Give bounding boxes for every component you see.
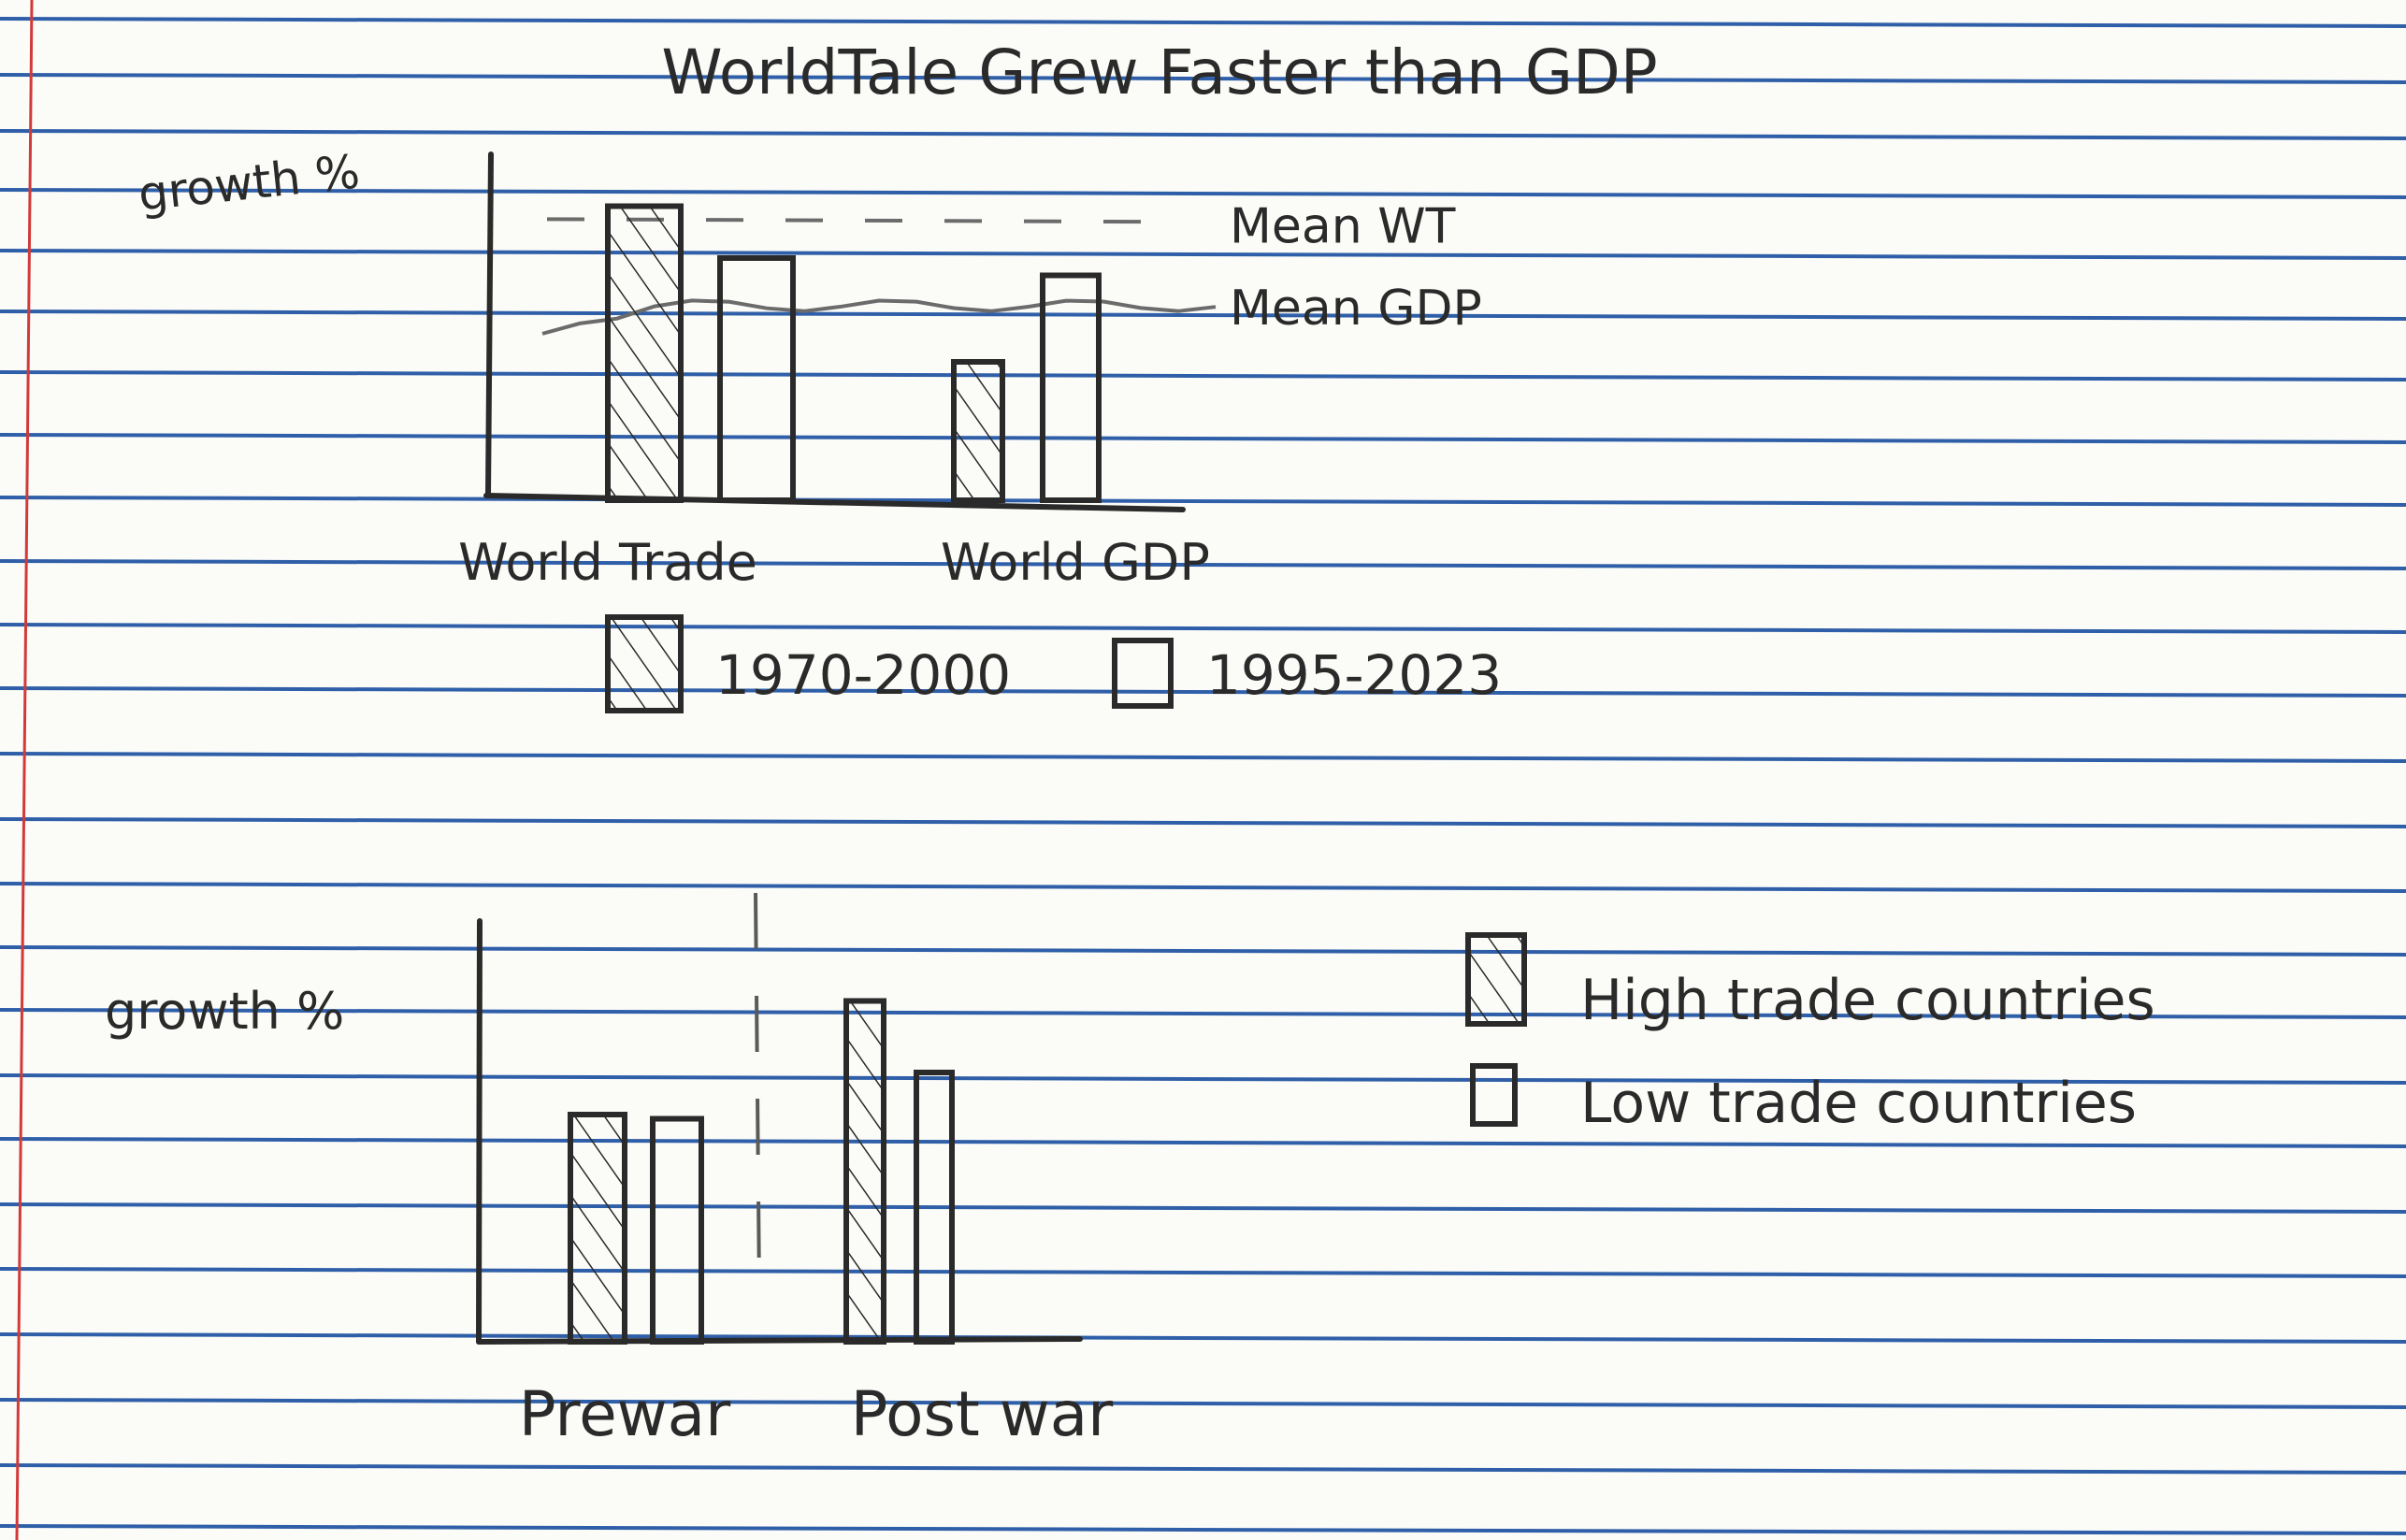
- ruled-line: [0, 1267, 2406, 1278]
- ruled-line: [0, 1008, 2406, 1019]
- bar-world-gdp-1995-2023: [1040, 272, 1102, 503]
- ruled-line: [0, 686, 2406, 698]
- ruled-line: [0, 129, 2406, 140]
- period-divider: [754, 892, 761, 1291]
- y-axis-label: growth %: [136, 144, 362, 221]
- legend-label-1995-2023: 1995-2023: [1206, 643, 1502, 707]
- category-label-world-trade: World Trade: [458, 533, 757, 592]
- category-label-post-war: Post war: [851, 1378, 1114, 1450]
- bar-prewar-high-trade-countries: [568, 1112, 627, 1345]
- ruled-line: [0, 496, 2406, 507]
- x-axis: [483, 493, 1186, 512]
- reference-label-mean-gdp: Mean GDP: [1230, 281, 1482, 337]
- bar-post-war-low-trade-countries: [914, 1070, 955, 1345]
- legend-swatch-1970-2000: [605, 614, 684, 713]
- ruled-line: [0, 1398, 2406, 1409]
- ruled-line: [0, 1463, 2406, 1475]
- ruled-line: [0, 370, 2406, 381]
- legend-label-high-trade: High trade countries: [1580, 968, 2155, 1033]
- ruled-line: [0, 623, 2406, 634]
- ruled-line: [0, 188, 2406, 199]
- ruled-line: [0, 1137, 2406, 1148]
- category-label-world-gdp: World GDP: [941, 533, 1210, 592]
- legend-swatch-1995-2023: [1112, 638, 1174, 709]
- chart-world-trade-vs-gdp: WorldTale Grew Faster than GDP growth % …: [136, 36, 1658, 713]
- ruled-lines: [0, 17, 2406, 1535]
- ruled-line: [0, 1073, 2406, 1085]
- ruled-line: [0, 752, 2406, 763]
- ruled-line: [0, 817, 2406, 828]
- bar-post-war-high-trade-countries: [843, 998, 886, 1345]
- ruled-line: [0, 309, 2406, 321]
- legend-label-1970-2000: 1970-2000: [715, 643, 1011, 707]
- bar-world-trade-1970-2000: [605, 203, 684, 503]
- ruled-line: [0, 433, 2406, 444]
- bar-prewar-low-trade-countries: [650, 1115, 704, 1345]
- ruled-line: [0, 249, 2406, 260]
- chart-prewar-vs-postwar: growth % Prewar Post war High trade count…: [105, 892, 2155, 1450]
- legend: 1970-2000 1995-2023: [605, 614, 1502, 713]
- ruled-line: [0, 73, 2406, 84]
- ruled-line: [0, 1332, 2406, 1344]
- ruled-line: [0, 1202, 2406, 1214]
- bar-world-gdp-1970-2000: [951, 359, 1005, 503]
- ruled-line: [0, 559, 2406, 570]
- chart-title: WorldTale Grew Faster than GDP: [661, 36, 1657, 108]
- bar-world-trade-1995-2023: [717, 255, 796, 503]
- legend-swatch-low-trade: [1470, 1063, 1518, 1127]
- ruled-line: [0, 882, 2406, 893]
- category-label-prewar: Prewar: [519, 1378, 731, 1450]
- ruled-line: [0, 17, 2406, 28]
- margin-line: [15, 0, 34, 1540]
- y-axis-label: growth %: [105, 982, 344, 1041]
- ruled-line: [0, 945, 2406, 957]
- legend-swatch-high-trade: [1465, 932, 1527, 1027]
- y-axis: [485, 151, 494, 498]
- legend: High trade countries Low trade countries: [1465, 932, 2155, 1136]
- legend-label-low-trade: Low trade countries: [1580, 1071, 2137, 1136]
- ruled-line: [0, 1524, 2406, 1535]
- y-axis: [476, 918, 483, 1345]
- reference-label-mean-wt: Mean WT: [1230, 198, 1456, 254]
